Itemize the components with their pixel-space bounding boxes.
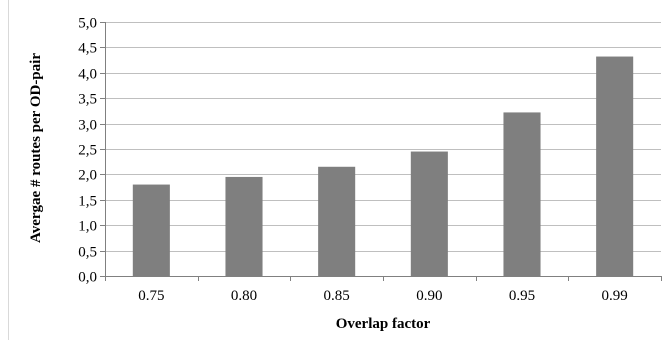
x-tick-label: 0.99 (602, 288, 628, 304)
y-tick-labels: 0,0 0,5 1,0 1,5 2,0 2,5 3,0 3,5 4,0 4,5 5,0 (78, 16, 97, 286)
gridlines (100, 22, 661, 277)
x-tick-label: 0.95 (509, 288, 535, 304)
y-tick-label: 0,5 (78, 245, 97, 261)
chart-frame: 0,0 0,5 1,0 1,5 2,0 2,5 3,0 3,5 4,0 4,5 5,0 0.75 0.… (8, 0, 668, 340)
y-axis-title: Avergae # routes per OD-pair (28, 53, 44, 243)
y-tick-label: 2,5 (78, 143, 97, 159)
y-tick-label: 4,0 (78, 67, 97, 83)
y-tick-label: 3,5 (78, 92, 97, 108)
bar (596, 56, 634, 276)
y-tick-label: 1,0 (78, 219, 97, 235)
x-axis-title: Overlap factor (336, 316, 431, 332)
bars (105, 56, 662, 281)
axes (105, 22, 661, 277)
y-tick-label: 4,5 (78, 41, 97, 57)
bar (503, 112, 541, 276)
y-tick-label: 3,0 (78, 118, 97, 134)
y-tick-label: 1,5 (78, 194, 97, 210)
x-tick-label: 0.85 (324, 288, 350, 304)
bar (410, 151, 448, 276)
bar (132, 184, 170, 276)
x-tick-label: 0.75 (138, 288, 164, 304)
y-tick-label: 5,0 (78, 16, 97, 32)
y-tick-label: 2,0 (78, 168, 97, 184)
bar (318, 166, 356, 276)
bar-chart: 0,00,51,01,52,02,53,03,54,04,55,0 0.75 0.… (28, 16, 662, 332)
bar (225, 176, 263, 276)
x-tick-labels: 0.75 0.80 0.85 0.90 0.95 0.99 (138, 288, 628, 304)
y-tick-label: 0,0 (78, 270, 97, 286)
x-tick-label: 0.80 (231, 288, 257, 304)
x-tick-label: 0.90 (416, 288, 442, 304)
